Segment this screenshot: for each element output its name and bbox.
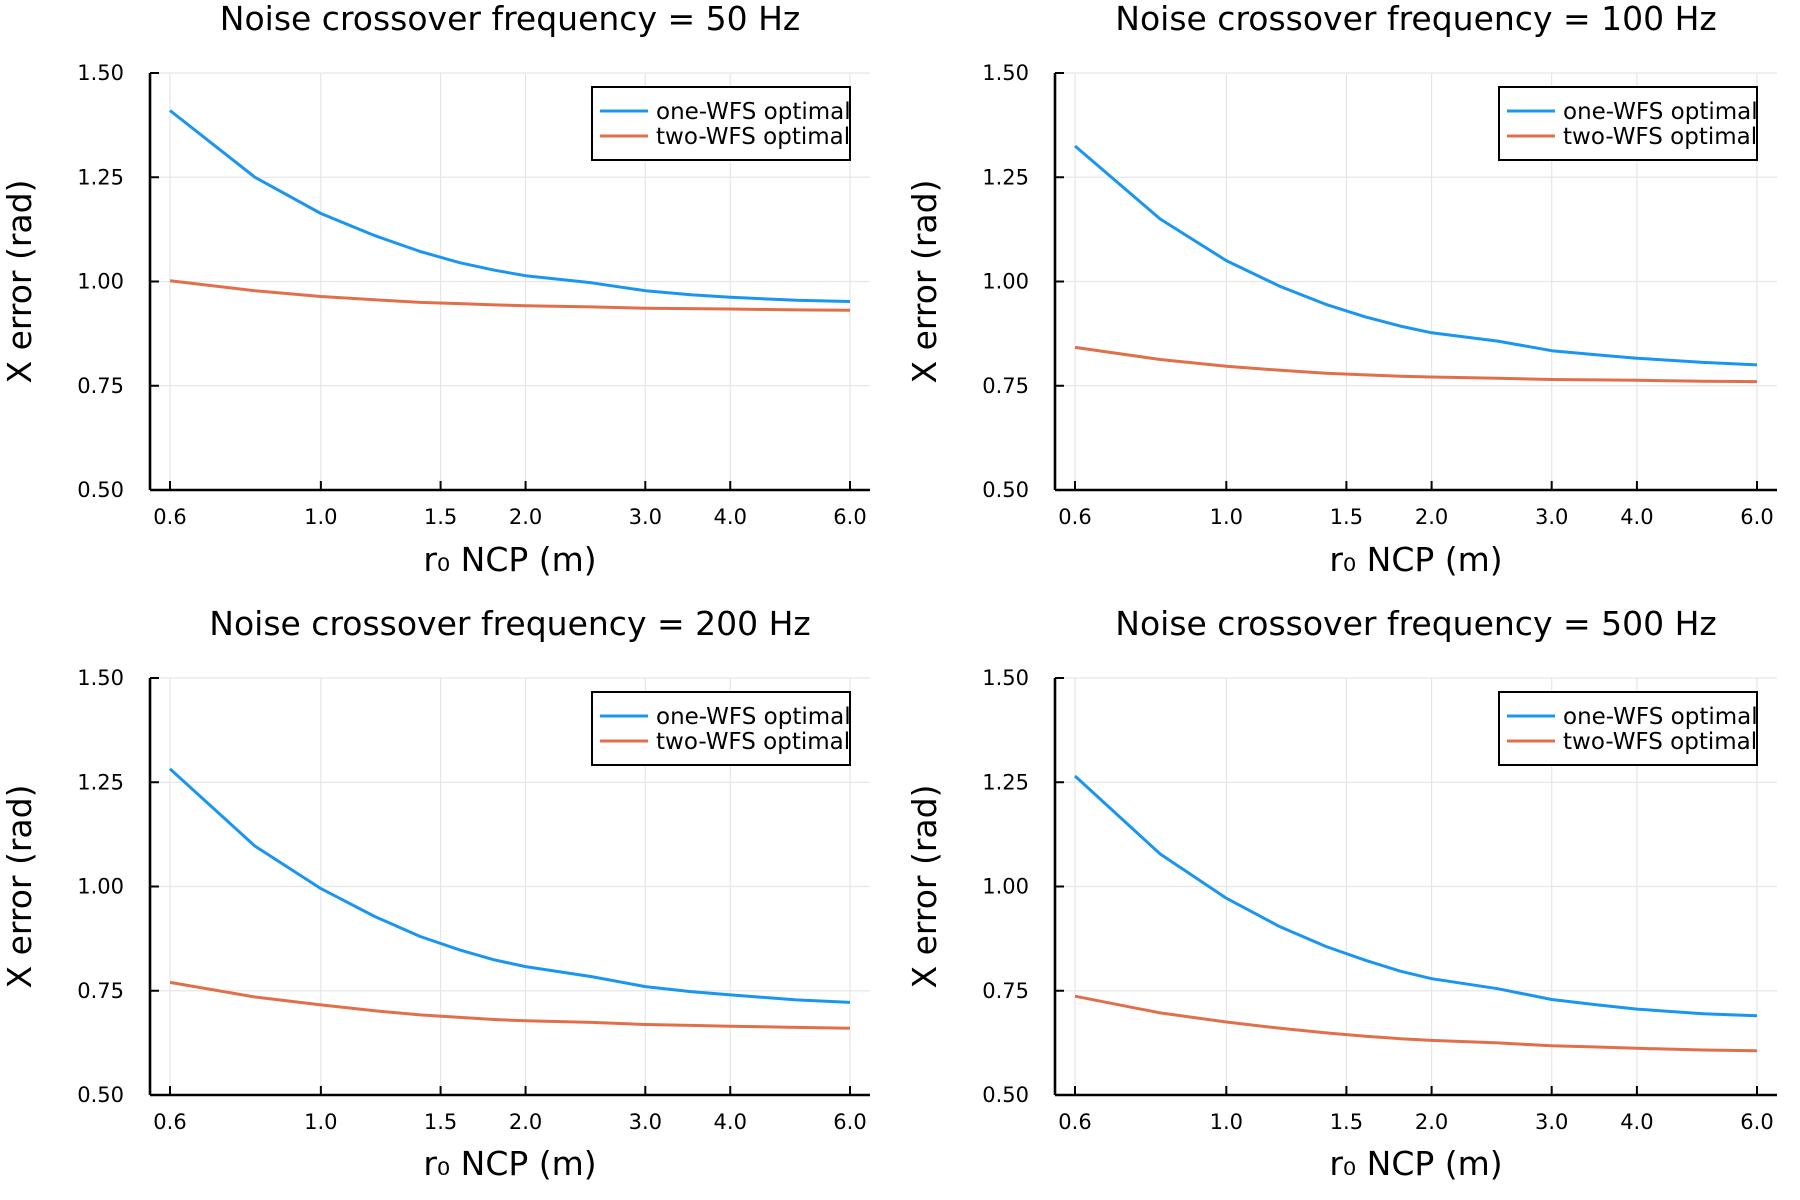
x-tick-label: 3.0: [629, 505, 662, 529]
legend-label: one-WFS optimal: [656, 99, 851, 125]
x-tick-label: 0.6: [1058, 1110, 1091, 1134]
legend-box: [591, 691, 851, 766]
legend-label: two-WFS optimal: [1563, 729, 1757, 755]
x-tick-label: 6.0: [1740, 1110, 1773, 1134]
x-tick-label: 0.6: [153, 1110, 186, 1134]
x-tick-label: 1.0: [1210, 505, 1243, 529]
x-axis-label: r₀ NCP (m): [423, 1144, 596, 1183]
x-tick-label: 0.6: [1058, 505, 1091, 529]
chart-panel-1: 0.6 1.0 1.5 2.0 3.0 4.0 6.0 0.50 0.75 1.00 1.25 1.5…: [0, 0, 870, 579]
legend-box: [591, 86, 851, 161]
x-tick-label: 3.0: [1535, 1110, 1568, 1134]
legend-label: two-WFS optimal: [1563, 124, 1757, 150]
chart-title: Noise crossover frequency = 50 Hz: [220, 0, 800, 38]
x-tick-label: 4.0: [714, 505, 747, 529]
legend-box: [1498, 86, 1758, 161]
y-axis-label: X error (rad): [905, 180, 944, 384]
x-tick-label: 1.0: [304, 505, 337, 529]
y-tick-label: 1.25: [982, 165, 1029, 189]
legend-label: one-WFS optimal: [656, 704, 851, 730]
series-line-two-wfs: [169, 279, 851, 312]
y-axis-label: X error (rad): [0, 180, 39, 384]
x-tick-label: 4.0: [714, 1110, 747, 1134]
y-tick-label: 1.00: [77, 270, 124, 294]
x-tick-label: 1.0: [1210, 1110, 1243, 1134]
series-line-two-wfs: [1074, 994, 1758, 1053]
x-tick-label: 3.0: [1535, 505, 1568, 529]
y-tick-label: 1.00: [982, 875, 1029, 899]
series-line-one-wfs: [169, 109, 851, 303]
x-tick-label: 2.0: [509, 505, 542, 529]
chart-panel-3: 0.6 1.0 1.5 2.0 3.0 4.0 6.0 0.50 0.75 1.00 1.25 1.5…: [0, 604, 870, 1183]
y-tick-label: 1.25: [77, 770, 124, 794]
series-line-one-wfs: [1073, 774, 1758, 1018]
y-tick-label: 0.50: [77, 478, 124, 502]
x-tick-label: 4.0: [1620, 505, 1653, 529]
x-tick-label: 2.0: [509, 1110, 542, 1134]
y-tick-label: 0.50: [982, 478, 1029, 502]
x-tick-label: 2.0: [1415, 505, 1448, 529]
y-tick-label: 0.50: [982, 1083, 1029, 1107]
x-tick-label: 1.5: [1330, 505, 1363, 529]
x-tick-label: 2.0: [1415, 1110, 1448, 1134]
chart-title: Noise crossover frequency = 100 Hz: [1115, 0, 1716, 38]
legend-label: two-WFS optimal: [656, 729, 850, 755]
y-tick-label: 0.75: [77, 374, 124, 398]
y-tick-label: 1.00: [77, 875, 124, 899]
series-line-two-wfs: [169, 980, 851, 1030]
chart-panel-2: 0.6 1.0 1.5 2.0 3.0 4.0 6.0 0.50 0.75 1.00 1.25 1.5…: [905, 0, 1777, 579]
x-axis-label: r₀ NCP (m): [423, 540, 596, 579]
legend-label: one-WFS optimal: [1563, 704, 1758, 730]
chart-panel-4: 0.6 1.0 1.5 2.0 3.0 4.0 6.0 0.50 0.75 1.00 1.25 1.5…: [905, 604, 1777, 1183]
x-tick-label: 3.0: [629, 1110, 662, 1134]
y-tick-label: 1.25: [982, 770, 1029, 794]
x-tick-label: 1.0: [304, 1110, 337, 1134]
y-tick-label: 1.50: [77, 666, 124, 690]
x-axis-label: r₀ NCP (m): [1329, 1144, 1502, 1183]
y-tick-label: 0.75: [982, 374, 1029, 398]
y-tick-label: 1.00: [982, 270, 1029, 294]
series-line-one-wfs: [168, 767, 851, 1004]
series-line-two-wfs: [1074, 345, 1758, 384]
y-tick-label: 1.50: [982, 61, 1029, 85]
x-tick-label: 1.5: [424, 1110, 457, 1134]
y-tick-label: 0.50: [77, 1083, 124, 1107]
legend-box: [1498, 691, 1758, 766]
series-line-one-wfs: [1074, 144, 1758, 367]
y-tick-label: 1.50: [77, 61, 124, 85]
x-tick-label: 6.0: [833, 1110, 866, 1134]
chart-title: Noise crossover frequency = 200 Hz: [209, 604, 810, 643]
y-tick-label: 0.75: [982, 979, 1029, 1003]
x-tick-label: 6.0: [833, 505, 866, 529]
x-tick-label: 4.0: [1620, 1110, 1653, 1134]
y-axis-label: X error (rad): [905, 785, 944, 989]
x-tick-label: 1.5: [424, 505, 457, 529]
x-tick-label: 6.0: [1740, 505, 1773, 529]
y-tick-label: 1.50: [982, 666, 1029, 690]
y-tick-label: 0.75: [77, 979, 124, 1003]
x-axis-label: r₀ NCP (m): [1329, 540, 1502, 579]
legend-label: one-WFS optimal: [1563, 99, 1758, 125]
legend-label: two-WFS optimal: [656, 124, 850, 150]
y-tick-label: 1.25: [77, 165, 124, 189]
x-tick-label: 0.6: [153, 505, 186, 529]
chart-title: Noise crossover frequency = 500 Hz: [1115, 604, 1716, 643]
y-axis-label: X error (rad): [0, 785, 39, 989]
x-tick-label: 1.5: [1330, 1110, 1363, 1134]
